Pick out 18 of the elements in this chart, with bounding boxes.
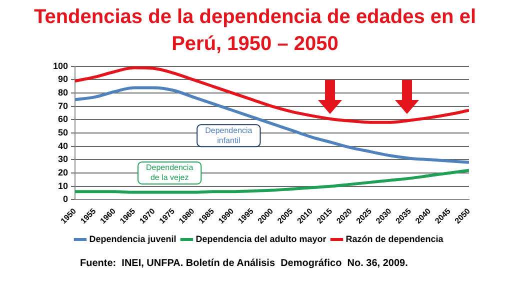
legend-label: Razón de dependencia (346, 234, 444, 244)
y-tick-label: 90 (58, 74, 68, 84)
y-tick-label: 10 (58, 180, 68, 191)
y-tick-label: 20 (58, 167, 68, 178)
annotation: Dependencia infantil (205, 126, 253, 145)
legend-label: Dependencia del adulto mayor (196, 234, 327, 244)
legend-label: Dependencia juvenil (89, 234, 176, 244)
y-tick-label: 80 (58, 88, 68, 98)
y-tick-label: 30 (58, 154, 68, 164)
y-tick-label: 0 (63, 194, 68, 204)
y-tick-label: 50 (58, 128, 68, 138)
y-tick-label: 40 (58, 140, 68, 151)
y-tick-label: 60 (58, 114, 68, 124)
chart-title: Tendencias de la dependencia de edades en el Perú, 1950 – 2050 (32, 5, 477, 57)
y-tick-label: 100 (52, 60, 68, 71)
annotation: Dependencia de la vejez (146, 163, 194, 182)
source-note: Fuente: INEI, UNFPA. Boletín de Análisis Demográfico No. 36, 2009. (80, 258, 408, 269)
y-tick-label: 70 (58, 100, 68, 111)
